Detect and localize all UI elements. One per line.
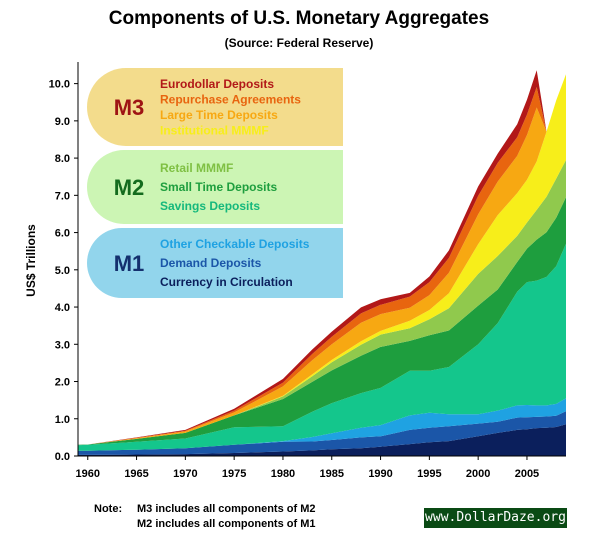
x-tick-label-7: 1995 xyxy=(417,468,441,480)
chart-subtitle: (Source: Federal Reserve) xyxy=(224,36,374,50)
legend-item-m3-1: Repurchase Agreements xyxy=(160,92,301,106)
x-tick-label-2: 1970 xyxy=(173,468,197,480)
legend-panel-m1 xyxy=(87,228,343,298)
area-series-1 xyxy=(78,411,566,455)
y-tick-label-7: 7.0 xyxy=(55,190,70,202)
y-tick-label-1: 1.0 xyxy=(55,414,70,426)
x-tick-label-1: 1965 xyxy=(124,468,148,480)
chart-title: Components of U.S. Monetary Aggregates xyxy=(108,8,490,29)
y-tick-label-0: 0.0 xyxy=(55,451,70,463)
note-line-2: M2 includes all components of M1 xyxy=(137,518,316,530)
legend-group-label-m2: M2 xyxy=(114,175,145,200)
legend-item-m3-2: Large Time Deposits xyxy=(160,108,278,122)
area-series-7 xyxy=(78,74,566,445)
x-tick-label-4: 1980 xyxy=(271,468,295,480)
y-tick-label-4: 4.0 xyxy=(55,302,70,314)
y-tick-label-6: 6.0 xyxy=(55,228,70,240)
note-line-1: M3 includes all components of M2 xyxy=(137,503,316,515)
legend-item-m1-1: Demand Deposits xyxy=(160,256,262,270)
x-tick-label-3: 1975 xyxy=(222,468,246,480)
x-tick-label-5: 1985 xyxy=(320,468,344,480)
legend-item-m1-0: Other Checkable Deposits xyxy=(160,237,310,251)
area-series-0 xyxy=(78,424,566,456)
area-series-2 xyxy=(78,398,566,451)
legend-item-m2-1: Small Time Deposits xyxy=(160,180,277,194)
y-tick-label-5: 5.0 xyxy=(55,265,70,277)
watermark-logo: www.DollarDaze.org xyxy=(424,508,567,528)
legend-item-m1-2: Currency in Circulation xyxy=(160,275,293,289)
y-tick-label-2: 2.0 xyxy=(55,377,70,389)
x-tick-label-0: 1960 xyxy=(76,468,100,480)
y-axis-label: US$ Trillions xyxy=(24,224,38,297)
legend-item-m3-0: Eurodollar Deposits xyxy=(160,77,274,91)
legend-panel-m2 xyxy=(87,150,343,224)
legend-item-m3-3: Institutional MMMF xyxy=(160,123,269,137)
note-label: Note: xyxy=(94,503,123,515)
legend-panel-m3 xyxy=(87,68,343,146)
y-tick-label-3: 3.0 xyxy=(55,339,70,351)
area-series-4 xyxy=(78,197,566,446)
legend-item-m2-2: Savings Deposits xyxy=(160,199,260,213)
x-tick-label-8: 2000 xyxy=(466,468,490,480)
legend-item-m2-0: Retail MMMF xyxy=(160,161,233,175)
y-tick-label-10: 10.0 xyxy=(49,79,70,91)
legend-group-label-m1: M1 xyxy=(114,251,145,276)
y-tick-label-9: 9.0 xyxy=(55,116,70,128)
legend-group-label-m3: M3 xyxy=(114,95,145,120)
x-tick-label-9: 2005 xyxy=(515,468,539,480)
y-tick-label-8: 8.0 xyxy=(55,153,70,165)
x-tick-label-6: 1990 xyxy=(368,468,392,480)
area-series-5 xyxy=(78,160,566,445)
area-series-3 xyxy=(78,243,566,451)
